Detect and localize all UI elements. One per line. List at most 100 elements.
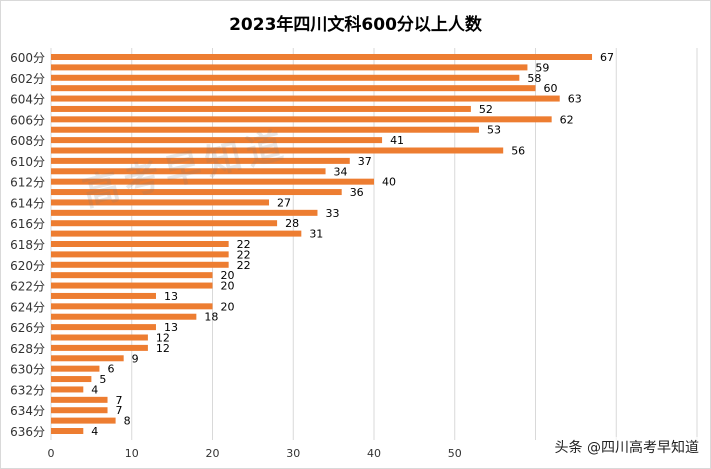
data-label: 7 <box>116 404 123 417</box>
y-tick-label: 600分 <box>10 51 45 65</box>
y-tick-label: 612分 <box>10 176 45 190</box>
bar <box>51 396 108 403</box>
data-label: 12 <box>156 342 170 355</box>
data-label: 28 <box>285 217 299 230</box>
y-tick-label: 624分 <box>10 300 45 314</box>
bar <box>51 251 229 258</box>
y-tick-label: 614分 <box>10 196 45 210</box>
data-label: 40 <box>382 176 396 189</box>
x-tick-label: 10 <box>125 447 139 460</box>
y-tick-label: 626分 <box>10 321 45 335</box>
data-label: 41 <box>390 134 404 147</box>
y-tick-label: 606分 <box>10 113 45 127</box>
bar <box>51 209 318 216</box>
data-label: 4 <box>91 383 98 396</box>
y-tick-label: 618分 <box>10 238 45 252</box>
x-tick-label: 30 <box>286 447 300 460</box>
y-tick-label: 630分 <box>10 363 45 377</box>
data-label: 22 <box>237 238 251 251</box>
bar <box>51 386 84 393</box>
bar <box>51 168 326 175</box>
data-label: 9 <box>132 352 139 365</box>
bar <box>51 407 108 414</box>
bar <box>51 376 92 383</box>
y-tick-label: 622分 <box>10 280 45 294</box>
bar <box>51 189 342 196</box>
bar <box>51 64 528 71</box>
bar <box>51 116 552 123</box>
bar <box>51 428 84 434</box>
data-label: 33 <box>325 207 339 220</box>
bar <box>51 355 124 362</box>
data-label: 59 <box>535 61 549 74</box>
bar <box>51 365 100 372</box>
data-label: 22 <box>237 248 251 261</box>
data-label: 20 <box>221 269 235 282</box>
chart-title: 2023年四川文科600分以上人数 <box>229 15 482 35</box>
data-label: 56 <box>511 145 525 158</box>
x-tick-label: 40 <box>367 447 381 460</box>
data-label: 13 <box>164 290 178 303</box>
data-label: 7 <box>116 394 123 407</box>
data-label: 13 <box>164 321 178 334</box>
bar <box>51 417 116 424</box>
credit-watermark: 头条 @四川高考早知道 <box>554 437 699 457</box>
data-label: 60 <box>544 82 558 95</box>
data-label: 67 <box>600 51 614 64</box>
y-tick-label: 616分 <box>10 217 45 231</box>
data-label: 37 <box>358 155 372 168</box>
data-label: 20 <box>221 300 235 313</box>
data-label: 4 <box>91 425 98 438</box>
data-label: 27 <box>277 196 291 209</box>
bar <box>51 313 197 320</box>
bar <box>51 344 148 351</box>
y-tick-label: 608分 <box>10 134 45 148</box>
data-label: 18 <box>204 311 218 324</box>
data-label: 22 <box>237 259 251 272</box>
data-label: 62 <box>560 113 574 126</box>
data-label: 8 <box>124 415 131 428</box>
bar <box>51 147 504 154</box>
data-label: 20 <box>221 280 235 293</box>
data-label: 53 <box>487 124 501 137</box>
bar <box>51 105 471 112</box>
bar <box>51 220 278 227</box>
bar <box>51 178 374 185</box>
bar <box>51 324 156 331</box>
bar <box>51 95 560 102</box>
data-label: 31 <box>309 228 323 241</box>
bar <box>51 334 148 341</box>
y-tick-label: 632分 <box>10 383 45 397</box>
y-tick-label: 604分 <box>10 93 45 107</box>
data-label: 6 <box>107 363 114 376</box>
x-tick-label: 20 <box>206 447 220 460</box>
y-tick-label: 636分 <box>10 425 45 439</box>
y-tick-label: 634分 <box>10 404 45 418</box>
data-label: 34 <box>334 165 348 178</box>
bar <box>51 261 229 268</box>
bar <box>51 282 213 289</box>
bar <box>51 137 383 144</box>
bar <box>51 241 229 247</box>
bar <box>51 126 479 133</box>
y-tick-label: 628分 <box>10 342 45 356</box>
x-tick-label: 0 <box>48 447 55 460</box>
bar <box>51 74 520 81</box>
data-label: 58 <box>527 72 541 85</box>
data-label: 36 <box>350 186 364 199</box>
y-tick-label: 610分 <box>10 155 45 169</box>
data-label: 63 <box>568 93 582 106</box>
bar <box>51 292 156 299</box>
bar <box>51 54 593 60</box>
bar <box>51 157 350 164</box>
data-label: 12 <box>156 332 170 345</box>
bar <box>51 199 270 206</box>
data-label: 52 <box>479 103 493 116</box>
data-label: 5 <box>99 373 106 386</box>
y-tick-label: 602分 <box>10 72 45 86</box>
x-tick-label: 50 <box>448 447 462 460</box>
bar <box>51 303 213 310</box>
y-tick-label: 620分 <box>10 259 45 273</box>
bar <box>51 85 536 92</box>
